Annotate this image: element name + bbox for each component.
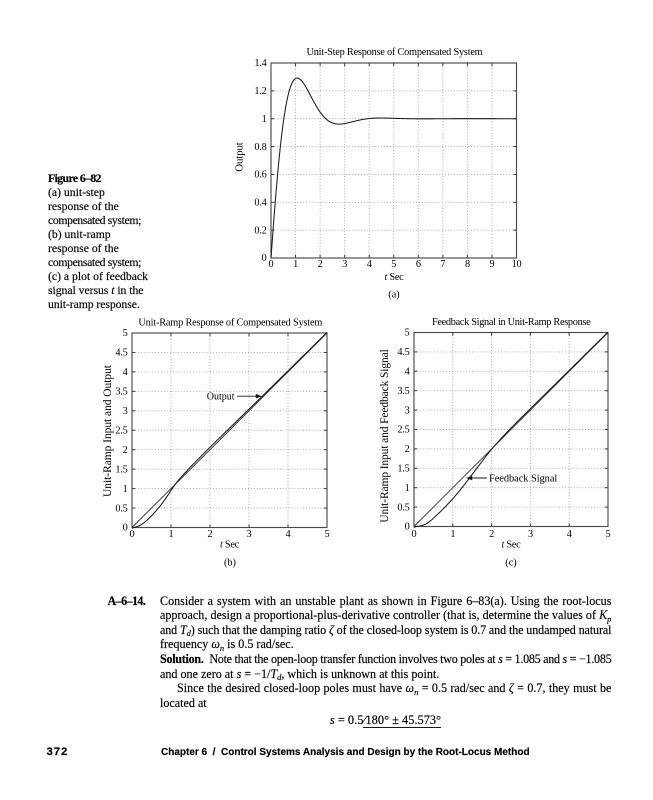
svg-text:Unit-Ramp Input and Output: Unit-Ramp Input and Output	[102, 364, 114, 497]
svg-text:t Sec: t Sec	[501, 540, 521, 551]
svg-text:0: 0	[262, 253, 267, 264]
svg-text:3.5: 3.5	[397, 386, 409, 397]
svg-text:5: 5	[606, 529, 611, 540]
svg-text:0.4: 0.4	[254, 197, 266, 208]
svg-text:1: 1	[169, 529, 174, 540]
svg-text:1: 1	[450, 529, 455, 540]
svg-text:4: 4	[367, 259, 372, 270]
svg-text:0: 0	[412, 529, 417, 540]
svg-text:Unit-Step Response of Compensa: Unit-Step Response of Compensated System	[307, 47, 483, 58]
svg-text:0: 0	[123, 523, 128, 534]
svg-text:0: 0	[130, 529, 135, 540]
svg-text:0.5: 0.5	[397, 502, 409, 513]
svg-text:Feedback Signal in Unit-Ramp R: Feedback Signal in Unit-Ramp Response	[432, 317, 591, 328]
svg-text:Feedback Signal: Feedback Signal	[489, 474, 557, 485]
svg-text:6: 6	[416, 259, 421, 270]
svg-text:3: 3	[342, 259, 347, 270]
svg-text:1: 1	[262, 114, 267, 125]
svg-text:4: 4	[123, 367, 128, 378]
svg-text:2: 2	[318, 259, 323, 270]
svg-text:2.5: 2.5	[115, 425, 127, 436]
svg-text:2: 2	[208, 529, 213, 540]
svg-text:4: 4	[567, 529, 572, 540]
svg-text:Unit-Ramp Input and Feedback S: Unit-Ramp Input and Feedback Signal	[379, 349, 391, 522]
svg-text:4.5: 4.5	[115, 348, 127, 359]
svg-text:1: 1	[123, 484, 128, 495]
svg-text:2: 2	[405, 444, 410, 455]
svg-text:1.4: 1.4	[254, 58, 266, 69]
svg-text:0.8: 0.8	[254, 142, 266, 153]
svg-text:5: 5	[123, 328, 128, 339]
svg-text:2.5: 2.5	[397, 425, 409, 436]
svg-text:0.2: 0.2	[254, 225, 266, 236]
svg-text:4: 4	[286, 529, 291, 540]
svg-text:3: 3	[528, 529, 533, 540]
svg-text:2: 2	[123, 445, 128, 456]
svg-text:Output: Output	[207, 391, 235, 402]
svg-text:t Sec: t Sec	[220, 540, 240, 551]
svg-text:2: 2	[489, 529, 494, 540]
svg-text:(b): (b)	[224, 558, 236, 569]
svg-text:Unit-Ramp Response of Compensa: Unit-Ramp Response of Compensated System	[138, 318, 322, 329]
svg-text:(a): (a)	[388, 290, 399, 301]
svg-text:Output: Output	[234, 142, 246, 171]
svg-text:0: 0	[405, 522, 410, 533]
svg-text:3.5: 3.5	[115, 387, 127, 398]
svg-text:5: 5	[405, 328, 410, 339]
svg-text:7: 7	[440, 259, 445, 270]
svg-text:t Sec: t Sec	[384, 272, 404, 283]
svg-text:1.5: 1.5	[115, 464, 127, 475]
svg-text:0.6: 0.6	[254, 170, 266, 181]
svg-text:0: 0	[269, 259, 274, 270]
svg-text:3: 3	[405, 405, 410, 416]
svg-text:5: 5	[325, 529, 330, 540]
svg-text:0.5: 0.5	[115, 503, 127, 514]
svg-text:4.5: 4.5	[397, 347, 409, 358]
svg-text:3: 3	[123, 406, 128, 417]
svg-text:10: 10	[512, 259, 522, 270]
svg-text:1: 1	[405, 483, 410, 494]
svg-text:1.5: 1.5	[397, 464, 409, 475]
svg-text:9: 9	[489, 259, 494, 270]
svg-text:1.2: 1.2	[254, 86, 266, 97]
svg-text:3: 3	[247, 529, 252, 540]
svg-text:8: 8	[465, 259, 470, 270]
svg-text:5: 5	[391, 259, 396, 270]
svg-text:(c): (c)	[505, 558, 516, 569]
svg-text:4: 4	[405, 367, 410, 378]
svg-text:1: 1	[293, 259, 298, 270]
